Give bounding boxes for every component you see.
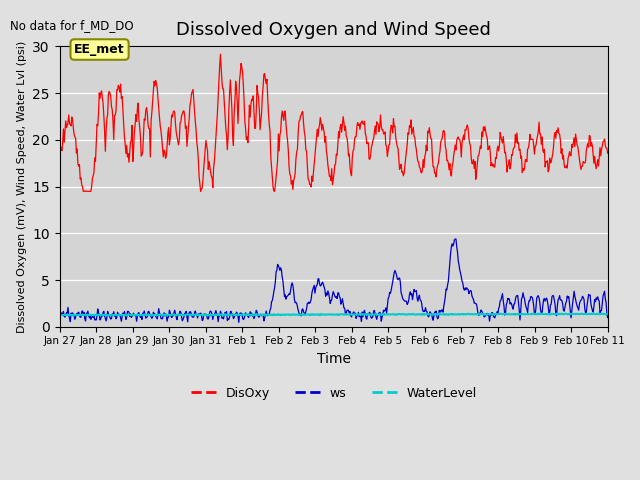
- WaterLevel: [538, 311, 546, 316]
- WaterLevel: [66, 312, 74, 318]
- ws: [178, 314, 186, 320]
- ws: [56, 315, 63, 321]
- WaterLevel: [401, 312, 409, 317]
- DisOxy: [66, 121, 74, 127]
- Text: EE_met: EE_met: [74, 43, 125, 56]
- X-axis label: Time: Time: [317, 352, 351, 366]
- WaterLevel: [56, 312, 63, 318]
- DisOxy: [604, 150, 611, 156]
- Text: No data for f_MD_DO: No data for f_MD_DO: [10, 20, 134, 33]
- DisOxy: [402, 156, 410, 162]
- DisOxy: [56, 160, 63, 166]
- WaterLevel: [604, 311, 611, 317]
- WaterLevel: [122, 312, 130, 318]
- Line: ws: ws: [60, 239, 607, 323]
- WaterLevel: [207, 313, 214, 319]
- WaterLevel: [417, 311, 425, 317]
- WaterLevel: [178, 312, 186, 318]
- Title: Dissolved Oxygen and Wind Speed: Dissolved Oxygen and Wind Speed: [176, 22, 491, 39]
- ws: [122, 316, 130, 322]
- ws: [401, 299, 409, 304]
- Legend: DisOxy, ws, WaterLevel: DisOxy, ws, WaterLevel: [186, 382, 482, 405]
- DisOxy: [418, 170, 426, 176]
- DisOxy: [207, 173, 215, 179]
- DisOxy: [216, 51, 224, 57]
- Y-axis label: Dissolved Oxygen (mV), Wind Speed, Water Lvl (psi): Dissolved Oxygen (mV), Wind Speed, Water…: [17, 40, 27, 333]
- ws: [417, 298, 425, 303]
- ws: [604, 315, 611, 321]
- ws: [66, 315, 74, 321]
- ws: [452, 236, 460, 242]
- WaterLevel: [207, 312, 215, 318]
- ws: [207, 308, 214, 314]
- DisOxy: [179, 110, 186, 116]
- Line: DisOxy: DisOxy: [60, 54, 607, 192]
- Line: WaterLevel: WaterLevel: [60, 313, 607, 316]
- DisOxy: [123, 143, 131, 148]
- ws: [235, 320, 243, 325]
- DisOxy: [79, 189, 87, 194]
